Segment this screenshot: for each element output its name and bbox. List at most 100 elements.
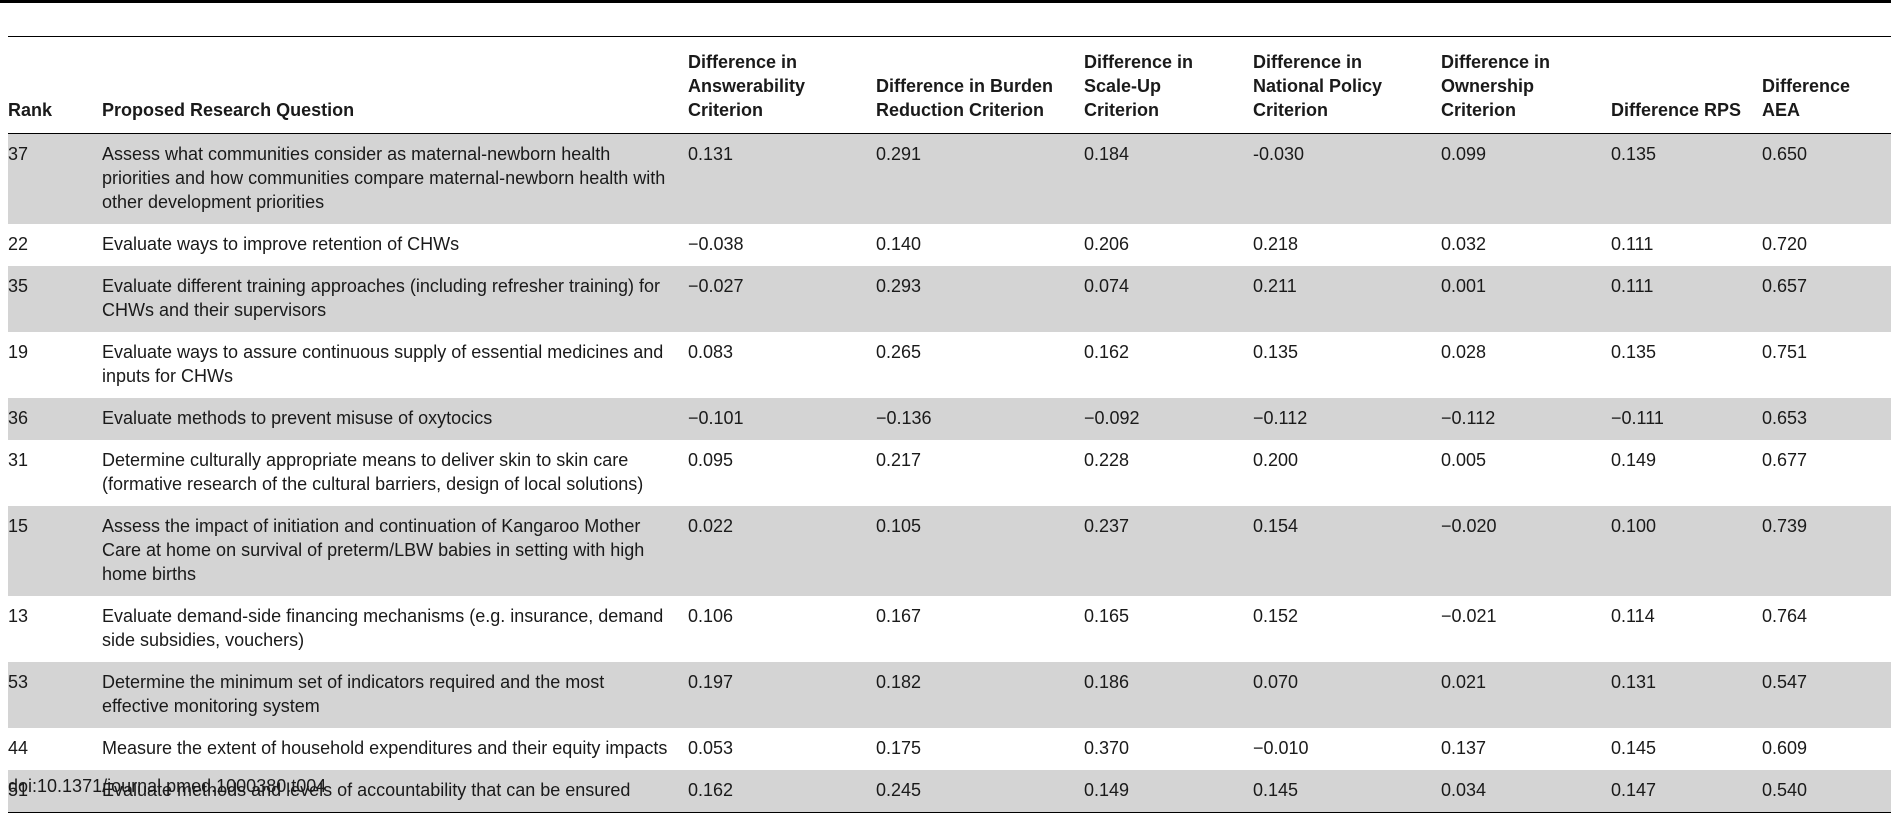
cell-national-policy: 0.070 (1253, 672, 1299, 692)
cell-burden-reduction: −0.136 (876, 408, 932, 428)
header-aea: Difference AEA (1762, 76, 1851, 120)
cell-aea: 0.650 (1762, 144, 1808, 164)
doi-footnote: doi:10.1371/journal.pmed.1000380.t004 (8, 776, 327, 796)
cell-answerability: 0.197 (688, 672, 734, 692)
cell-aea: 0.609 (1762, 738, 1808, 758)
cell-question: Determine the minimum set of indicators … (102, 672, 605, 716)
cell-burden-reduction: 0.291 (876, 144, 922, 164)
cell-aea: 0.764 (1762, 606, 1808, 626)
table-row: 22 Evaluate ways to improve retention of … (8, 224, 1891, 266)
table-row: 15 Assess the impact of initiation and co… (8, 506, 1891, 596)
cell-rps: 0.135 (1611, 144, 1657, 164)
table-row: 31 Determine culturally appropriate means… (8, 440, 1891, 506)
header-question: Proposed Research Question (102, 100, 355, 120)
cell-answerability: 0.083 (688, 342, 734, 362)
cell-scale-up: 0.370 (1084, 738, 1130, 758)
cell-scale-up: 0.165 (1084, 606, 1130, 626)
cell-question: Evaluate different training approaches (… (102, 276, 660, 320)
cell-national-policy: 0.154 (1253, 516, 1299, 536)
cell-aea: 0.653 (1762, 408, 1808, 428)
cell-scale-up: 0.206 (1084, 234, 1130, 254)
cell-ownership: 0.028 (1441, 342, 1487, 362)
cell-answerability: 0.106 (688, 606, 734, 626)
cell-rps: 0.135 (1611, 342, 1657, 362)
header-answerability: Difference in Answerability Criterion (688, 52, 806, 120)
cell-burden-reduction: 0.245 (876, 780, 922, 800)
cell-answerability: 0.162 (688, 780, 734, 800)
table-row: 37 Assess what communities consider as ma… (8, 133, 1891, 224)
cell-rank: 22 (8, 234, 29, 254)
cell-rank: 36 (8, 408, 29, 428)
cell-answerability: −0.038 (688, 234, 744, 254)
cell-question: Determine culturally appropriate means t… (102, 450, 644, 494)
table-header: Rank Proposed Research Question Differen… (8, 36, 1891, 134)
cell-aea: 0.677 (1762, 450, 1808, 470)
cell-aea: 0.720 (1762, 234, 1808, 254)
cell-burden-reduction: 0.167 (876, 606, 922, 626)
table-container: Rank Proposed Research Question Differen… (8, 36, 1891, 813)
table-body: 37 Assess what communities consider as ma… (8, 133, 1891, 813)
cell-question: Evaluate ways to assure continuous suppl… (102, 342, 664, 386)
cell-scale-up: 0.186 (1084, 672, 1130, 692)
cell-ownership: 0.021 (1441, 672, 1487, 692)
cell-rank: 53 (8, 672, 29, 692)
header-national-policy: Difference in National Policy Criterion (1253, 52, 1383, 120)
cell-rps: 0.100 (1611, 516, 1657, 536)
cell-rank: 15 (8, 516, 29, 536)
cell-question: Evaluate methods and levels of accountab… (102, 780, 631, 800)
cell-scale-up: 0.228 (1084, 450, 1130, 470)
cell-national-policy: 0.200 (1253, 450, 1299, 470)
cell-national-policy: −0.010 (1253, 738, 1309, 758)
top-rule (0, 0, 1891, 3)
cell-ownership: 0.005 (1441, 450, 1487, 470)
cell-burden-reduction: 0.293 (876, 276, 922, 296)
cell-rps: 0.149 (1611, 450, 1657, 470)
cell-aea: 0.547 (1762, 672, 1808, 692)
cell-question: Assess what communities consider as mate… (102, 144, 666, 212)
cell-national-policy: −0.112 (1253, 408, 1308, 428)
table-row: 36 Evaluate methods to prevent misuse of … (8, 398, 1891, 440)
cell-burden-reduction: 0.182 (876, 672, 922, 692)
cell-answerability: 0.131 (688, 144, 734, 164)
table-row: 44 Measure the extent of household expend… (8, 728, 1891, 770)
cell-burden-reduction: 0.265 (876, 342, 922, 362)
cell-burden-reduction: 0.217 (876, 450, 922, 470)
cell-rank: 51 (8, 780, 29, 800)
cell-rps: 0.131 (1611, 672, 1657, 692)
cell-rank: 44 (8, 738, 29, 758)
cell-rps: 0.114 (1611, 606, 1655, 626)
cell-rps: 0.145 (1611, 738, 1657, 758)
cell-aea: 0.751 (1762, 342, 1808, 362)
table-row: 13 Evaluate demand-side financing mechani… (8, 596, 1891, 662)
cell-national-policy: 0.145 (1253, 780, 1299, 800)
cell-answerability: 0.053 (688, 738, 734, 758)
cell-national-policy: -0.030 (1253, 144, 1305, 164)
cell-question: Evaluate methods to prevent misuse of ox… (102, 408, 493, 428)
cell-ownership: 0.034 (1441, 780, 1487, 800)
cell-burden-reduction: 0.105 (876, 516, 922, 536)
cell-rank: 13 (8, 606, 29, 626)
cell-ownership: 0.032 (1441, 234, 1487, 254)
cell-aea: 0.657 (1762, 276, 1808, 296)
cell-rps: −0.111 (1611, 408, 1664, 428)
cell-question: Measure the extent of household expendit… (102, 738, 668, 758)
table-row: 53 Determine the minimum set of indicator… (8, 662, 1891, 728)
cell-ownership: −0.020 (1441, 516, 1497, 536)
cell-answerability: 0.095 (688, 450, 734, 470)
cell-rps: 0.147 (1611, 780, 1657, 800)
cell-national-policy: 0.152 (1253, 606, 1299, 626)
cell-scale-up: 0.162 (1084, 342, 1130, 362)
cell-rank: 35 (8, 276, 29, 296)
cell-scale-up: 0.237 (1084, 516, 1130, 536)
research-questions-table: Rank Proposed Research Question Differen… (8, 36, 1891, 813)
cell-question: Evaluate ways to improve retention of CH… (102, 234, 460, 254)
cell-ownership: 0.099 (1441, 144, 1487, 164)
table-row: 19 Evaluate ways to assure continuous sup… (8, 332, 1891, 398)
cell-national-policy: 0.218 (1253, 234, 1299, 254)
cell-rank: 19 (8, 342, 29, 362)
cell-scale-up: 0.184 (1084, 144, 1130, 164)
cell-answerability: 0.022 (688, 516, 734, 536)
header-row: Rank Proposed Research Question Differen… (8, 36, 1891, 134)
cell-scale-up: −0.092 (1084, 408, 1140, 428)
header-rank: Rank (8, 100, 53, 120)
